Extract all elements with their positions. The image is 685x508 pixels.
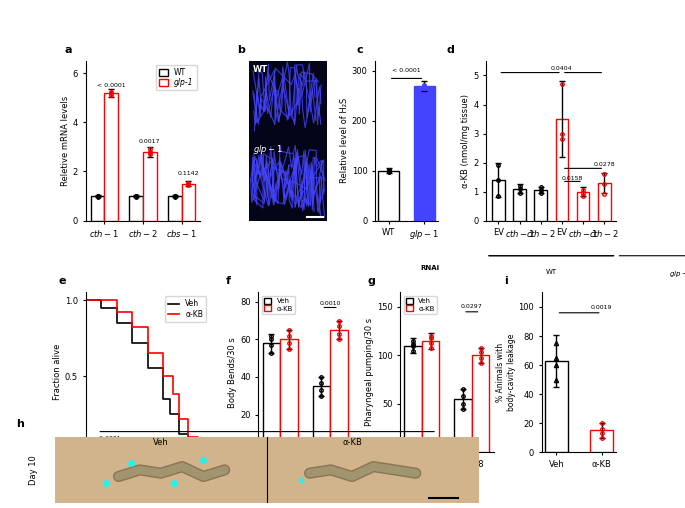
- Y-axis label: % Animals with
body-cavity leakage: % Animals with body-cavity leakage: [496, 334, 516, 411]
- Y-axis label: Fraction alive: Fraction alive: [53, 344, 62, 400]
- Text: Veh: Veh: [153, 438, 169, 447]
- Bar: [280, 339, 298, 452]
- α-KB: [160, 373, 168, 379]
- Legend: Veh, α-KB: Veh, α-KB: [165, 296, 206, 322]
- Text: 0.0017: 0.0017: [139, 140, 160, 144]
- Veh: [128, 339, 136, 345]
- α-KB: [184, 434, 192, 440]
- Text: Day 10: Day 10: [29, 455, 38, 485]
- Text: < 0.0001: < 0.0001: [97, 83, 125, 88]
- Veh: [190, 449, 199, 455]
- Bar: [414, 86, 435, 220]
- α-KB: [128, 325, 136, 331]
- Bar: [577, 192, 589, 220]
- Bar: [454, 399, 472, 452]
- Veh: [97, 305, 105, 311]
- Veh: [166, 411, 174, 417]
- Bar: [472, 356, 489, 452]
- Text: e: e: [58, 276, 66, 287]
- Legend: Veh, α-KB: Veh, α-KB: [403, 296, 436, 314]
- Text: RNAi: RNAi: [421, 265, 440, 271]
- Bar: [598, 183, 610, 220]
- Text: i: i: [504, 276, 508, 287]
- Bar: [534, 190, 547, 220]
- Text: < 0.0001: < 0.0001: [393, 69, 421, 74]
- X-axis label: Time (d): Time (d): [130, 471, 165, 481]
- Bar: [262, 343, 280, 452]
- Text: 0.0010: 0.0010: [319, 301, 341, 306]
- Text: 0.1142: 0.1142: [177, 171, 199, 176]
- Bar: [422, 341, 439, 452]
- Bar: [556, 119, 569, 220]
- α-KB: [194, 444, 202, 451]
- Bar: [492, 180, 505, 220]
- Text: < 0.0001: < 0.0001: [92, 436, 121, 441]
- Y-axis label: α-KB (nmol/mg tissue): α-KB (nmol/mg tissue): [461, 94, 471, 188]
- Text: 0.0278: 0.0278: [593, 163, 615, 168]
- Text: c: c: [356, 45, 363, 55]
- Text: 0.0297: 0.0297: [461, 304, 483, 309]
- Bar: [330, 330, 347, 452]
- Text: WT: WT: [546, 269, 557, 274]
- Veh: [175, 431, 183, 437]
- Bar: [312, 387, 330, 452]
- Veh: [184, 444, 192, 451]
- Bar: [91, 196, 104, 220]
- Bar: [249, 61, 327, 138]
- Text: WT: WT: [253, 65, 268, 74]
- α-KB: [82, 297, 90, 303]
- Bar: [545, 361, 568, 452]
- Veh: [144, 365, 152, 371]
- Text: a: a: [65, 45, 73, 55]
- Text: 0.0019: 0.0019: [591, 305, 612, 310]
- Y-axis label: Body Bends/30 s: Body Bends/30 s: [228, 337, 238, 407]
- Bar: [590, 430, 613, 452]
- Bar: [513, 188, 526, 220]
- Line: α-KB: α-KB: [86, 300, 204, 452]
- Text: f: f: [226, 276, 231, 287]
- Text: 0.0158: 0.0158: [562, 176, 583, 180]
- Text: h: h: [16, 419, 25, 429]
- Veh: [82, 297, 90, 303]
- α-KB: [97, 297, 105, 303]
- Text: g: g: [367, 276, 375, 287]
- α-KB: [169, 391, 177, 397]
- Text: $\it{glp-1}$: $\it{glp-1}$: [669, 269, 685, 278]
- Legend: Veh, α-KB: Veh, α-KB: [262, 296, 295, 314]
- Bar: [104, 93, 118, 220]
- Text: $\it{glp-1}$: $\it{glp-1}$: [253, 143, 282, 156]
- Veh: [160, 396, 168, 402]
- Bar: [378, 171, 399, 220]
- α-KB: [112, 309, 121, 315]
- Legend: WT, glp-1: WT, glp-1: [155, 65, 197, 90]
- Bar: [182, 184, 195, 220]
- Text: d: d: [447, 45, 455, 55]
- Bar: [168, 196, 182, 220]
- Text: α-KB: α-KB: [342, 438, 362, 447]
- Y-axis label: Pharyngeal pumping/30 s: Pharyngeal pumping/30 s: [365, 318, 374, 426]
- Bar: [143, 152, 157, 220]
- Line: Veh: Veh: [86, 300, 195, 452]
- α-KB: [200, 449, 208, 455]
- α-KB: [175, 416, 183, 422]
- Text: 0.0404: 0.0404: [551, 66, 573, 71]
- Y-axis label: Reletive mRNA levels: Reletive mRNA levels: [61, 96, 70, 186]
- α-KB: [144, 350, 152, 356]
- Bar: [404, 345, 422, 452]
- Veh: [112, 320, 121, 326]
- Bar: [249, 144, 327, 220]
- Text: b: b: [237, 45, 245, 55]
- Bar: [129, 196, 143, 220]
- Y-axis label: Relative level of H₂S: Relative level of H₂S: [340, 98, 349, 183]
